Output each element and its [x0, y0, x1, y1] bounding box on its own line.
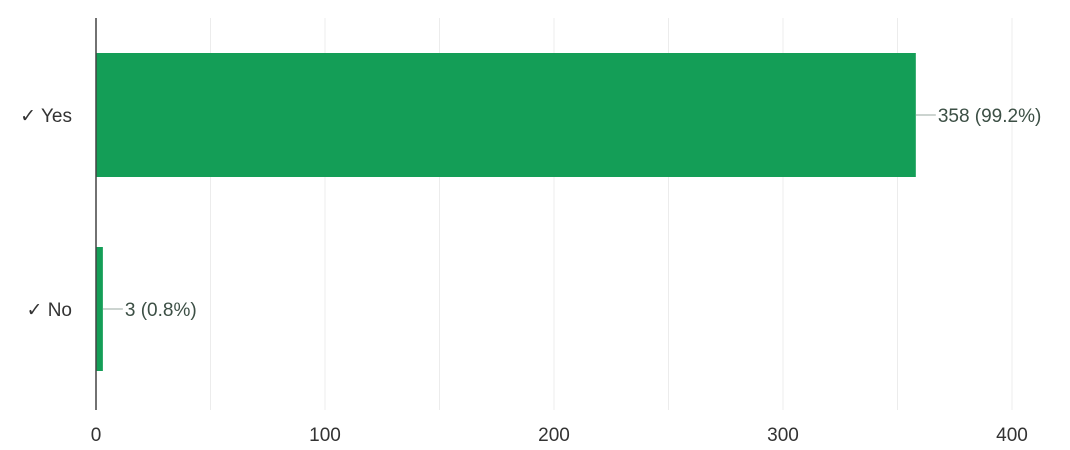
data-label: 3 (0.8%): [125, 300, 197, 321]
x-tick-label: 300: [767, 425, 799, 446]
category-label: ✓ Yes: [20, 106, 72, 127]
bar: [96, 53, 916, 177]
x-axis-ticks: 0 100 200 300 400: [91, 425, 1028, 446]
data-label: 358 (99.2%): [938, 106, 1042, 127]
x-tick-label: 200: [538, 425, 570, 446]
bar: [96, 247, 103, 371]
data-labels: 358 (99.2%) 3 (0.8%): [125, 106, 1041, 321]
category-label: ✓ No: [27, 300, 73, 321]
category-labels: ✓ Yes ✓ No: [20, 106, 72, 321]
label-leader-lines: [102, 114, 936, 310]
bars: [96, 53, 916, 371]
x-tick-label: 0: [91, 425, 102, 446]
x-tick-label: 400: [996, 425, 1028, 446]
x-tick-label: 100: [309, 425, 341, 446]
